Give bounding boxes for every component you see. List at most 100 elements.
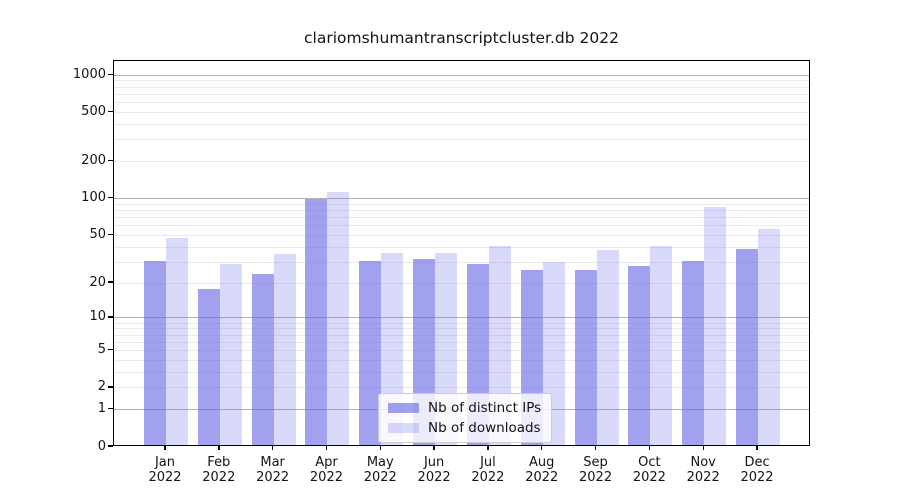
legend-swatch-downloads [388, 423, 419, 433]
gridline-major-100 [114, 198, 809, 200]
y-tick-label-200: 200 [81, 153, 106, 169]
y-tick-label-50: 50 [89, 226, 106, 242]
y-tick-10 [108, 316, 113, 318]
x-tick-label-aug-2022: Aug 2022 [525, 455, 559, 485]
x-tick-jun-2022 [433, 446, 435, 450]
gridline-minor-700 [114, 93, 809, 95]
gridline-minor-8 [114, 328, 809, 330]
gridline-minor-20 [114, 282, 809, 284]
y-tick-50 [108, 233, 113, 236]
x-tick-label-jun-2022: Jun 2022 [417, 455, 451, 485]
x-tick-label-mar-2022: Mar 2022 [256, 455, 290, 485]
x-tick-mar-2022 [271, 446, 274, 450]
y-tick-label-500: 500 [81, 103, 106, 119]
x-tick-label-sep-2022: Sep 2022 [579, 455, 613, 485]
y-tick-1 [108, 408, 113, 410]
legend-label-distinct-ips: Nb of distinct IPs [428, 400, 542, 416]
gridline-minor-7 [114, 334, 809, 336]
x-tick-nov-2022 [702, 446, 704, 450]
y-tick-2 [108, 386, 113, 388]
legend-item-downloads: Nb of downloads [388, 420, 541, 436]
y-tick-label-5: 5 [97, 342, 106, 358]
gridline-minor-6 [114, 341, 809, 343]
bar-distinct-ips-feb-2022 [197, 288, 220, 446]
gridline-minor-800 [114, 86, 809, 88]
y-tick-200 [108, 159, 113, 162]
y-tick-500 [108, 110, 113, 113]
x-tick-label-dec-2022: Dec 2022 [740, 455, 774, 485]
x-tick-label-feb-2022: Feb 2022 [202, 455, 236, 485]
y-tick-0 [108, 445, 113, 447]
gridline-minor-40 [114, 246, 809, 248]
x-tick-label-apr-2022: Apr 2022 [309, 455, 343, 485]
y-tick-5 [108, 348, 113, 351]
x-tick-label-may-2022: May 2022 [363, 455, 397, 485]
bar-downloads-apr-2022 [327, 192, 350, 446]
gridlines-layer [114, 61, 809, 445]
bar-distinct-ips-mar-2022 [251, 273, 274, 446]
bar-distinct-ips-nov-2022 [682, 260, 705, 446]
gridline-minor-400 [114, 123, 809, 125]
gridline-minor-2 [114, 387, 809, 389]
x-tick-label-nov-2022: Nov 2022 [686, 455, 720, 485]
bar-distinct-ips-oct-2022 [628, 265, 651, 446]
bar-downloads-feb-2022 [219, 263, 242, 446]
legend: Nb of distinct IPs Nb of downloads [378, 393, 553, 443]
gridline-minor-500 [114, 111, 809, 113]
y-tick-20 [108, 281, 113, 283]
bar-distinct-ips-may-2022 [359, 260, 382, 446]
x-tick-aug-2022 [541, 446, 543, 450]
gridline-minor-3 [114, 371, 809, 373]
plot-area: Nb of distinct IPs Nb of downloads [113, 60, 810, 446]
gridline-major-1000 [114, 74, 809, 76]
x-tick-label-jan-2022: Jan 2022 [148, 455, 182, 485]
gridline-minor-60 [114, 225, 809, 227]
bar-downloads-sep-2022 [596, 249, 619, 446]
gridline-minor-70 [114, 217, 809, 219]
x-tick-jan-2022 [164, 446, 166, 450]
x-tick-feb-2022 [218, 446, 220, 450]
y-tick-label-10: 10 [89, 309, 106, 325]
legend-label-downloads: Nb of downloads [428, 420, 541, 436]
y-tick-label-100: 100 [81, 190, 106, 206]
chart-title: clariomshumantranscriptcluster.db 2022 [304, 29, 619, 47]
gridline-minor-900 [114, 80, 809, 82]
gridline-minor-50 [114, 234, 809, 236]
gridline-minor-4 [114, 359, 809, 361]
bar-downloads-oct-2022 [650, 245, 673, 446]
gridline-minor-30 [114, 261, 809, 263]
y-tick-label-2: 2 [97, 379, 106, 395]
gridline-minor-90 [114, 203, 809, 205]
bar-downloads-jan-2022 [166, 237, 188, 446]
bar-downloads-mar-2022 [273, 254, 296, 446]
bar-downloads-dec-2022 [758, 228, 781, 446]
y-tick-1000 [108, 73, 113, 75]
gridline-minor-300 [114, 139, 809, 141]
gridline-minor-600 [114, 102, 809, 104]
y-tick-label-1000: 1000 [72, 66, 106, 82]
bar-downloads-nov-2022 [704, 207, 727, 446]
y-tick-label-0: 0 [97, 438, 106, 454]
x-tick-label-jul-2022: Jul 2022 [471, 455, 505, 485]
x-tick-sep-2022 [594, 446, 597, 450]
bar-distinct-ips-dec-2022 [736, 248, 759, 446]
x-tick-apr-2022 [325, 446, 328, 450]
x-tick-may-2022 [379, 446, 381, 450]
bar-distinct-ips-jan-2022 [144, 260, 166, 446]
gridline-major-10 [114, 317, 809, 319]
bar-distinct-ips-sep-2022 [574, 269, 597, 446]
gridline-minor-5 [114, 350, 809, 352]
x-tick-dec-2022 [756, 446, 758, 450]
gridline-minor-80 [114, 210, 809, 212]
bars-layer [114, 61, 809, 446]
bar-distinct-ips-apr-2022 [305, 198, 328, 446]
gridline-minor-9 [114, 322, 809, 324]
x-tick-label-oct-2022: Oct 2022 [632, 455, 666, 485]
gridline-minor-200 [114, 161, 809, 163]
y-tick-label-20: 20 [89, 274, 106, 290]
x-tick-jul-2022 [487, 446, 489, 450]
y-tick-100 [108, 196, 113, 199]
